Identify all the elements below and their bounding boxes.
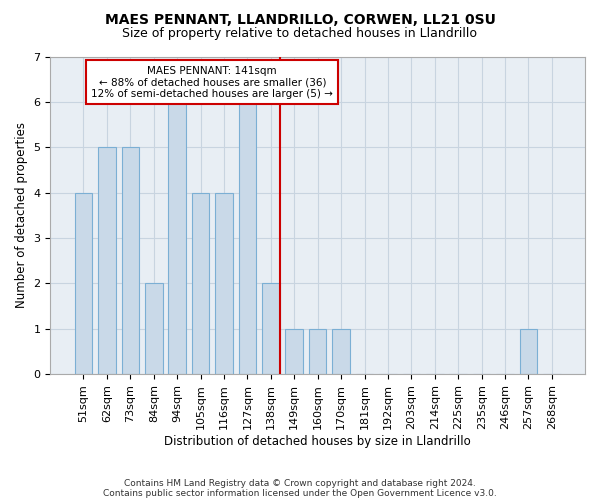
Bar [520, 329, 537, 374]
Text: Contains public sector information licensed under the Open Government Licence v3: Contains public sector information licen… [103, 488, 497, 498]
Bar [169, 102, 186, 374]
Text: Contains HM Land Registry data © Crown copyright and database right 2024.: Contains HM Land Registry data © Crown c… [124, 478, 476, 488]
Bar [309, 329, 326, 374]
Bar [75, 192, 92, 374]
Text: MAES PENNANT, LLANDRILLO, CORWEN, LL21 0SU: MAES PENNANT, LLANDRILLO, CORWEN, LL21 0… [104, 12, 496, 26]
Bar [122, 148, 139, 374]
Bar [262, 284, 280, 374]
Text: MAES PENNANT: 141sqm
← 88% of detached houses are smaller (36)
12% of semi-detac: MAES PENNANT: 141sqm ← 88% of detached h… [91, 66, 333, 99]
Text: Size of property relative to detached houses in Llandrillo: Size of property relative to detached ho… [122, 28, 478, 40]
Y-axis label: Number of detached properties: Number of detached properties [15, 122, 28, 308]
Bar [192, 192, 209, 374]
Bar [332, 329, 350, 374]
X-axis label: Distribution of detached houses by size in Llandrillo: Distribution of detached houses by size … [164, 434, 471, 448]
Bar [286, 329, 303, 374]
Bar [145, 284, 163, 374]
Bar [215, 192, 233, 374]
Bar [239, 102, 256, 374]
Bar [98, 148, 116, 374]
